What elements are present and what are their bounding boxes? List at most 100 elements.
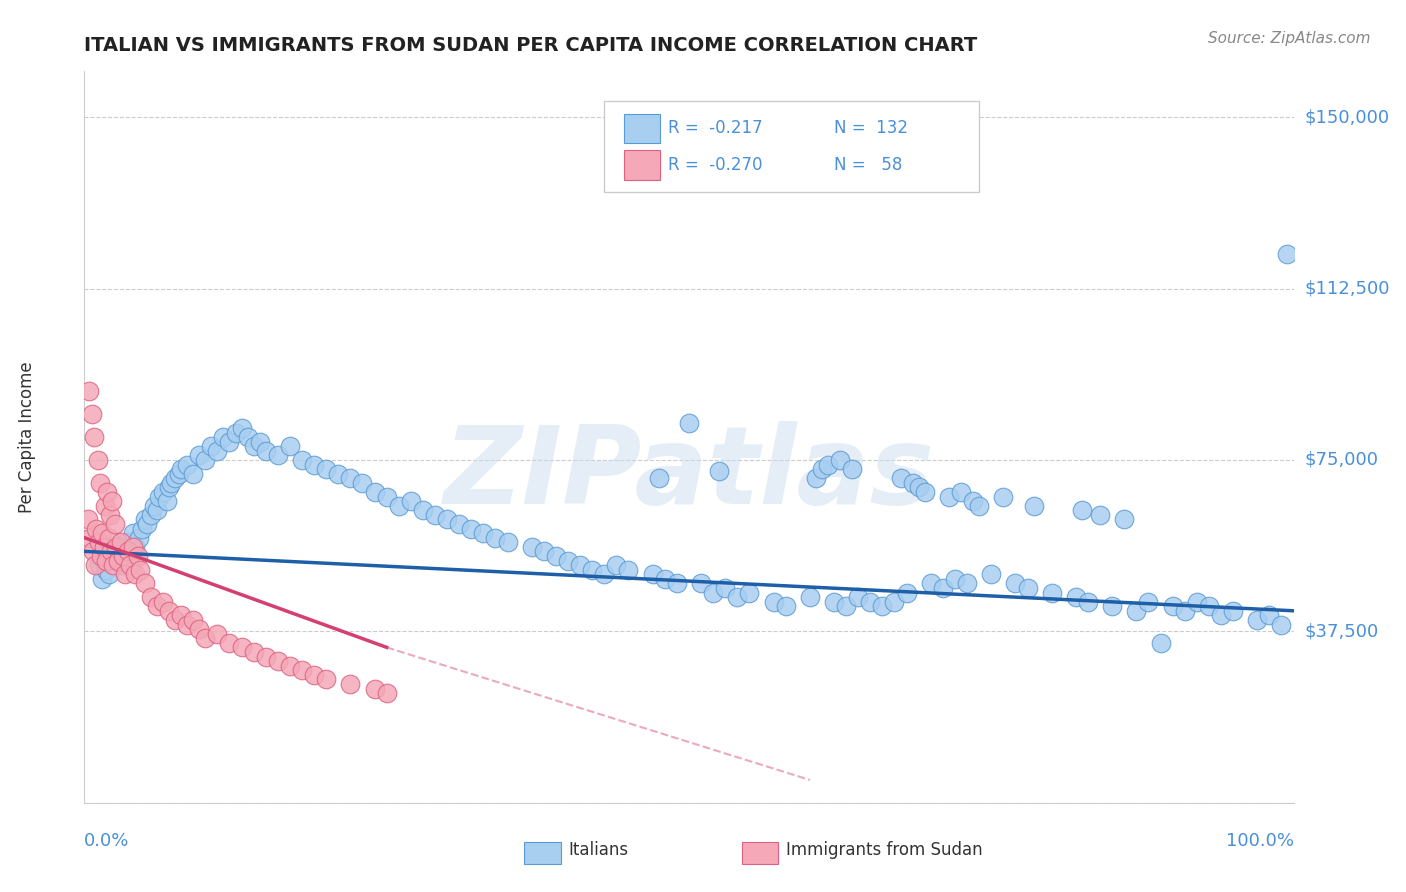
Point (242, 645, 264, 659)
Point (1198, 599, 1220, 614)
Point (956, 576, 979, 591)
Point (648, 471, 671, 485)
Point (79, 531, 101, 545)
Point (872, 599, 894, 614)
Point (134, 512, 156, 526)
Point (152, 484, 174, 499)
Point (254, 443, 277, 458)
Point (97, 531, 120, 545)
Point (1222, 604, 1244, 618)
Point (823, 594, 845, 608)
Point (799, 590, 821, 604)
Point (124, 567, 146, 582)
Point (83, 430, 105, 444)
Point (1088, 508, 1111, 522)
Point (155, 494, 177, 508)
Point (1137, 594, 1160, 608)
Point (460, 521, 482, 535)
Point (110, 535, 132, 549)
Point (91, 572, 114, 586)
Point (93, 540, 115, 554)
Point (388, 499, 411, 513)
Point (846, 590, 869, 604)
Point (157, 480, 180, 494)
Point (1114, 512, 1136, 526)
Point (121, 540, 143, 554)
Point (225, 425, 247, 440)
Point (702, 585, 724, 599)
FancyBboxPatch shape (624, 151, 659, 179)
Point (830, 453, 852, 467)
Point (605, 558, 627, 573)
Point (544, 549, 567, 563)
Point (496, 535, 519, 549)
Point (302, 667, 325, 681)
Point (665, 576, 688, 591)
Point (883, 594, 905, 608)
Point (581, 563, 603, 577)
Point (278, 439, 301, 453)
Text: Per Capita Income: Per Capita Income (18, 361, 37, 513)
Point (121, 526, 143, 541)
Point (218, 434, 240, 449)
Point (87, 535, 110, 549)
Point (472, 526, 495, 541)
FancyBboxPatch shape (524, 842, 561, 864)
Point (714, 581, 737, 595)
Point (738, 585, 761, 599)
Point (315, 462, 337, 476)
Point (139, 508, 162, 522)
Point (315, 673, 337, 687)
Point (146, 503, 169, 517)
Point (146, 599, 169, 614)
Point (242, 439, 264, 453)
Point (920, 576, 942, 591)
Point (1022, 499, 1045, 513)
Point (1246, 613, 1268, 627)
Point (97, 567, 120, 582)
Point (91, 526, 114, 541)
Point (254, 649, 277, 664)
Point (950, 484, 973, 499)
Point (84, 558, 107, 573)
Point (1125, 604, 1147, 618)
Point (120, 558, 142, 573)
Point (77, 384, 100, 399)
Point (841, 462, 863, 476)
Point (136, 516, 159, 531)
Text: 0.0%: 0.0% (84, 832, 129, 850)
Point (593, 567, 616, 582)
Point (399, 494, 422, 508)
Point (932, 581, 955, 595)
Point (436, 512, 458, 526)
Point (339, 471, 361, 485)
Point (86, 453, 108, 467)
Point (94, 499, 117, 513)
Point (641, 567, 664, 582)
Point (104, 516, 127, 531)
Point (1101, 599, 1123, 614)
Point (423, 508, 446, 522)
Point (859, 594, 882, 608)
FancyBboxPatch shape (624, 114, 659, 143)
Point (143, 499, 166, 513)
Text: $150,000: $150,000 (1305, 108, 1389, 126)
Point (762, 594, 785, 608)
Point (188, 622, 211, 636)
Point (176, 617, 198, 632)
Point (157, 604, 180, 618)
Point (557, 553, 579, 567)
Point (112, 558, 135, 573)
Point (267, 448, 290, 462)
Point (112, 549, 135, 563)
Point (86, 521, 108, 535)
Point (1071, 503, 1094, 517)
Point (1270, 617, 1292, 632)
Point (124, 540, 146, 554)
Point (533, 544, 555, 558)
Point (709, 464, 731, 478)
Point (890, 471, 912, 485)
Point (449, 516, 471, 531)
Point (962, 494, 984, 508)
Point (231, 421, 253, 435)
